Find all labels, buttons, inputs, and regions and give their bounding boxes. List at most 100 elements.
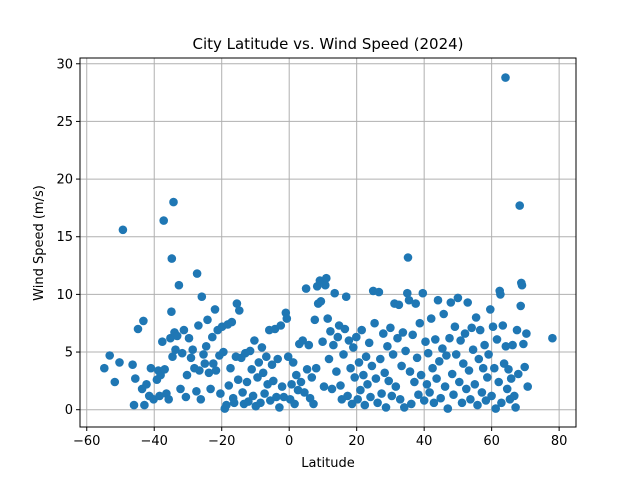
data-point	[167, 307, 176, 317]
data-point	[159, 216, 168, 225]
data-point	[464, 366, 474, 375]
data-point	[309, 399, 318, 409]
data-point	[235, 306, 244, 315]
data-point	[501, 73, 510, 82]
data-point	[459, 359, 468, 368]
data-point	[502, 384, 512, 394]
data-point	[350, 373, 360, 382]
x-tick-label: −60	[73, 434, 100, 449]
data-point	[110, 377, 120, 387]
data-point	[403, 253, 413, 262]
data-point	[179, 325, 189, 335]
data-point	[194, 321, 203, 330]
data-point	[457, 398, 467, 408]
data-point	[508, 340, 517, 350]
data-point	[403, 288, 412, 298]
data-point	[411, 299, 421, 308]
data-point	[290, 399, 299, 409]
data-point	[407, 399, 416, 409]
data-point	[480, 340, 489, 350]
data-point	[491, 404, 501, 413]
data-point	[244, 397, 253, 406]
data-point	[423, 348, 433, 358]
data-point	[442, 351, 451, 360]
data-point	[227, 317, 237, 327]
data-point	[484, 350, 493, 359]
data-point	[210, 305, 220, 314]
data-point	[364, 338, 374, 348]
data-point	[429, 398, 439, 408]
data-point	[146, 363, 156, 373]
data-point	[483, 373, 492, 382]
data-points	[100, 73, 557, 413]
data-point	[272, 392, 281, 402]
data-point	[456, 336, 465, 345]
data-point	[347, 399, 357, 409]
data-point	[516, 301, 525, 311]
data-point	[426, 314, 436, 323]
data-point	[460, 329, 470, 338]
data-point	[253, 373, 262, 382]
data-point	[197, 292, 207, 302]
data-point	[400, 403, 409, 412]
data-point	[115, 358, 124, 367]
data-point	[128, 360, 137, 370]
data-point	[359, 370, 368, 380]
data-point	[192, 269, 202, 278]
x-axis-label: Latitude	[301, 456, 355, 471]
data-point	[462, 384, 471, 394]
data-point	[470, 380, 480, 389]
data-point	[177, 348, 187, 358]
data-point	[258, 368, 268, 378]
y-tick-label: 5	[65, 346, 73, 361]
data-point	[451, 350, 461, 359]
data-point	[446, 298, 456, 307]
data-point	[473, 400, 482, 410]
data-point	[354, 358, 364, 367]
data-point	[447, 369, 457, 379]
y-tick-label: 15	[56, 230, 73, 245]
data-point	[247, 365, 256, 374]
data-point	[269, 376, 278, 386]
data-point	[327, 384, 337, 394]
data-point	[393, 333, 402, 343]
data-point	[336, 381, 345, 390]
data-point	[208, 332, 217, 342]
data-point	[463, 298, 473, 307]
data-point	[370, 318, 379, 328]
data-point	[340, 324, 350, 334]
data-point	[388, 350, 398, 359]
data-point	[276, 321, 286, 330]
data-point	[329, 340, 338, 350]
data-point	[377, 389, 386, 398]
data-point	[394, 300, 404, 310]
data-point	[357, 325, 367, 335]
data-point	[397, 361, 406, 371]
axis-ticks: −60 −40 −20 0 20 40 60 80 0 5 10 15 20 25 30	[56, 57, 567, 449]
data-point	[436, 393, 446, 403]
data-point	[176, 384, 185, 394]
data-point	[419, 396, 429, 405]
data-point	[361, 352, 371, 362]
data-point	[238, 388, 247, 397]
data-point	[174, 280, 184, 290]
data-point	[204, 368, 214, 378]
data-point	[209, 359, 218, 368]
data-point	[324, 354, 334, 364]
data-point	[440, 382, 450, 391]
data-point	[232, 299, 242, 308]
data-point	[506, 374, 516, 383]
data-point	[277, 382, 287, 391]
data-point	[383, 342, 392, 351]
data-point	[248, 391, 258, 401]
data-point	[216, 389, 225, 398]
data-point	[267, 360, 277, 370]
data-point	[296, 377, 306, 387]
data-point	[487, 391, 496, 401]
data-point	[203, 315, 212, 325]
data-point	[186, 353, 196, 363]
data-point	[142, 380, 151, 389]
data-point	[301, 284, 311, 293]
